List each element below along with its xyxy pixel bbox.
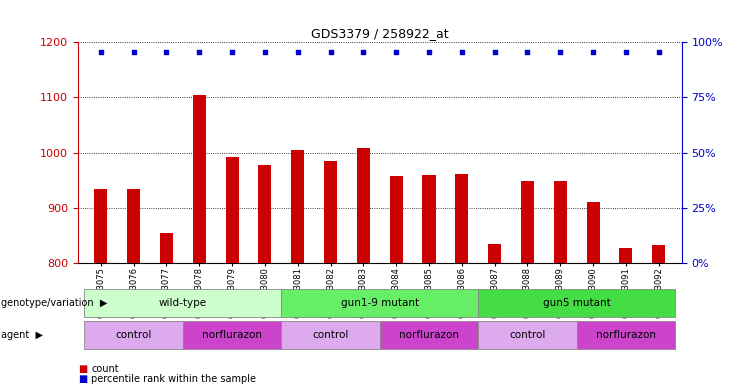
Text: wild-type: wild-type [159, 298, 207, 308]
Text: genotype/variation  ▶: genotype/variation ▶ [1, 298, 108, 308]
Bar [619, 248, 633, 263]
Point [95, 48, 107, 55]
Point [554, 48, 566, 55]
Bar [94, 189, 107, 263]
Bar [127, 189, 140, 263]
Text: gun5 mutant: gun5 mutant [543, 298, 611, 308]
Point [325, 48, 336, 55]
Point [127, 48, 139, 55]
Bar [259, 166, 271, 263]
Bar [390, 176, 403, 263]
Text: norflurazon: norflurazon [596, 330, 656, 340]
Point [489, 48, 501, 55]
Bar [324, 161, 337, 263]
Point [259, 48, 270, 55]
Point [391, 48, 402, 55]
Bar [652, 245, 665, 263]
Bar [587, 202, 599, 263]
Text: ■: ■ [78, 364, 87, 374]
Bar [554, 181, 567, 263]
Text: control: control [116, 330, 152, 340]
Text: agent  ▶: agent ▶ [1, 330, 44, 340]
Bar [291, 150, 305, 263]
Text: norflurazon: norflurazon [202, 330, 262, 340]
Text: gun1-9 mutant: gun1-9 mutant [341, 298, 419, 308]
Bar [422, 175, 436, 263]
Point [620, 48, 632, 55]
Point [161, 48, 173, 55]
Bar [225, 157, 239, 263]
Bar [160, 233, 173, 263]
Point [292, 48, 304, 55]
Point [193, 48, 205, 55]
Text: norflurazon: norflurazon [399, 330, 459, 340]
Point [522, 48, 534, 55]
Point [423, 48, 435, 55]
Text: control: control [313, 330, 349, 340]
Text: percentile rank within the sample: percentile rank within the sample [91, 374, 256, 384]
Point [653, 48, 665, 55]
Bar [193, 95, 206, 263]
Title: GDS3379 / 258922_at: GDS3379 / 258922_at [311, 26, 448, 40]
Point [456, 48, 468, 55]
Bar [521, 181, 534, 263]
Text: ■: ■ [78, 374, 87, 384]
Text: count: count [91, 364, 119, 374]
Text: control: control [509, 330, 545, 340]
Point [357, 48, 369, 55]
Bar [455, 174, 468, 263]
Bar [356, 148, 370, 263]
Point [226, 48, 238, 55]
Bar [488, 244, 501, 263]
Point [587, 48, 599, 55]
